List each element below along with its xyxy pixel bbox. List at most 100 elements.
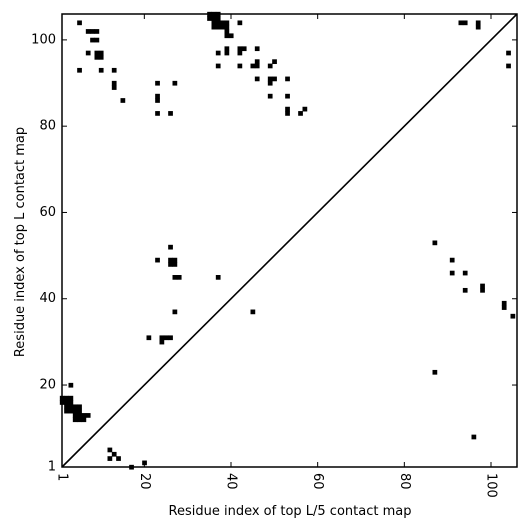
contact-cell-upper — [224, 24, 230, 30]
contact-cell-upper — [94, 29, 100, 34]
contact-cell-lower — [432, 369, 438, 375]
contact-cell-upper — [250, 63, 256, 69]
contact-cell-lower — [172, 275, 178, 280]
contact-cell-lower — [64, 400, 69, 405]
contact-cell-upper — [85, 29, 91, 34]
contact-cell-upper — [94, 54, 100, 60]
contact-cell-lower — [116, 456, 121, 461]
contact-cell-lower — [72, 408, 78, 414]
contact-cell-lower — [72, 404, 78, 410]
x-tick-label: 1 — [55, 473, 70, 481]
contact-cell-lower — [64, 404, 69, 410]
contact-cell-upper — [267, 80, 273, 86]
contact-cell-lower — [77, 408, 82, 414]
contact-cell-lower — [159, 335, 165, 341]
contact-cell-upper — [267, 63, 273, 69]
contact-cell-lower — [176, 275, 182, 280]
contact-cell-upper — [224, 29, 230, 34]
diagonal-line — [61, 13, 518, 468]
contact-cell-upper — [241, 46, 247, 52]
contact-cell-upper — [220, 24, 225, 30]
contact-cell-upper — [211, 24, 217, 30]
contact-cell-upper — [237, 20, 243, 26]
contact-cell-upper — [285, 111, 290, 116]
contact-cell-upper — [237, 63, 243, 69]
y-tick-label: 80 — [39, 119, 56, 134]
contact-cell-lower — [77, 404, 82, 410]
contact-cell-upper — [94, 37, 100, 43]
contact-cell-lower — [111, 451, 117, 457]
contact-cell-upper — [90, 29, 95, 34]
contact-cell-upper — [285, 76, 290, 82]
contact-cell-upper — [90, 37, 95, 43]
contact-cell-upper — [77, 20, 82, 26]
contact-cell-upper — [224, 33, 230, 39]
contact-cell-lower — [107, 456, 113, 461]
contact-cell-upper — [172, 80, 178, 86]
contact-cell-lower — [215, 275, 221, 280]
contact-cell-upper — [215, 20, 221, 26]
contact-cell-upper — [475, 20, 481, 26]
contact-cell-lower — [462, 287, 468, 293]
contact-cell-upper — [94, 50, 100, 56]
contact-cell-upper — [254, 63, 260, 69]
contact-cell-lower — [432, 240, 438, 246]
contact-cell-lower — [64, 395, 69, 401]
contact-cell-upper — [298, 111, 303, 116]
y-axis-label: Residue index of top L contact map — [13, 127, 28, 357]
y-tick-label: 60 — [39, 205, 56, 220]
y-tick-label: 20 — [39, 378, 56, 393]
contact-cell-upper — [267, 76, 273, 82]
contact-cell-upper — [215, 24, 221, 30]
contact-cell-lower — [81, 417, 87, 423]
contact-cell-upper — [228, 33, 234, 39]
contact-cell-upper — [224, 46, 230, 52]
contact-cell-upper — [155, 98, 160, 103]
contact-cell-lower — [155, 257, 160, 263]
contact-cell-lower — [168, 335, 173, 341]
contact-cell-upper — [506, 63, 511, 69]
contact-cell-lower — [501, 300, 507, 306]
contact-cell-lower — [480, 283, 485, 289]
contact-cell-lower — [480, 287, 485, 293]
contact-cell-upper — [111, 80, 117, 86]
y-tick-label: 100 — [31, 32, 56, 47]
contact-cell-upper — [155, 80, 160, 86]
contact-cell-upper — [285, 106, 290, 112]
y-tick-label: 40 — [39, 291, 56, 306]
contact-cell-upper — [215, 63, 221, 69]
plot-frame — [61, 13, 518, 468]
y-tick-label: 1 — [48, 460, 56, 475]
contact-cell-lower — [510, 313, 516, 319]
contact-cell-lower — [64, 408, 69, 414]
contact-cell-upper — [458, 20, 464, 26]
contact-cell-upper — [215, 16, 221, 21]
contact-cell-lower — [81, 413, 87, 418]
contact-cell-upper — [77, 67, 82, 73]
contact-cell-upper — [111, 67, 117, 73]
contact-cell-lower — [462, 270, 468, 276]
contact-cell-lower — [168, 244, 173, 250]
contact-cell-upper — [302, 106, 308, 112]
x-tick-label: 80 — [397, 473, 412, 490]
contact-cell-upper — [272, 59, 277, 65]
contact-cell-lower — [172, 262, 178, 267]
contact-cell-upper — [224, 50, 230, 56]
contact-cell-lower — [168, 257, 173, 263]
contact-cell-upper — [98, 54, 104, 60]
contact-cell-upper — [224, 20, 230, 26]
contact-cell-upper — [254, 76, 260, 82]
x-axis-label: Residue index of top L/5 contact map — [169, 504, 412, 519]
contact-cell-upper — [98, 67, 104, 73]
contact-cell-lower — [85, 413, 91, 418]
contact-cell-lower — [77, 413, 82, 418]
contact-cell-lower — [168, 262, 173, 267]
contact-cell-lower — [68, 400, 74, 405]
contact-cell-upper — [272, 76, 277, 82]
contact-cell-upper — [120, 98, 126, 103]
contact-cell-lower — [172, 309, 178, 315]
contact-cell-lower — [250, 309, 256, 315]
contact-cells — [59, 11, 516, 470]
contact-cell-upper — [155, 93, 160, 99]
contact-cell-upper — [285, 93, 290, 99]
